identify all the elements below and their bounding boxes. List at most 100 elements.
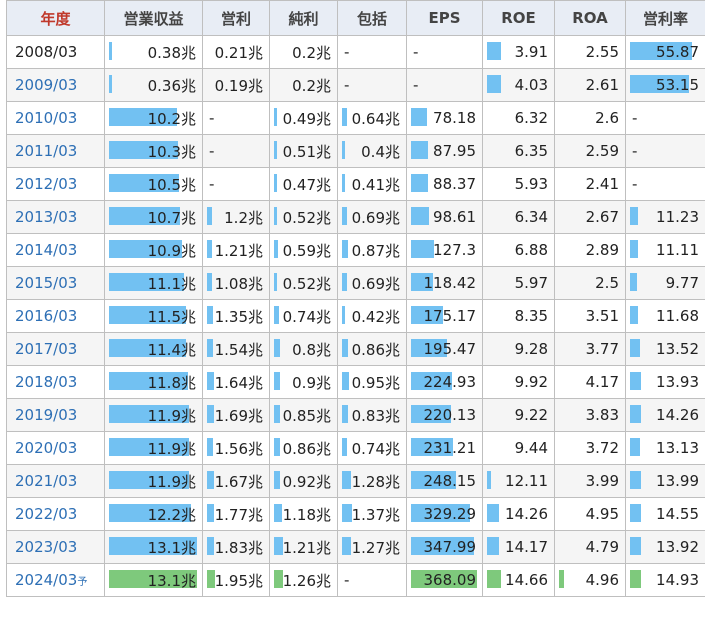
year-cell[interactable]: 2011/03 xyxy=(6,134,105,168)
value-bar xyxy=(630,339,640,357)
cell-op-margin: 11.68 xyxy=(625,299,705,333)
value-bar xyxy=(630,306,638,324)
value-bar xyxy=(487,75,501,93)
value-bar xyxy=(109,108,177,126)
table-row: 2013/03 10.7兆 1.2兆 0.52兆 0.69兆 98.61 6.34 2.67 1… xyxy=(6,200,705,234)
year-cell[interactable]: 2022/03 xyxy=(6,497,105,531)
value-bar xyxy=(411,372,452,390)
cell-comprehensive: - xyxy=(337,35,407,69)
cell-comprehensive: 0.74兆 xyxy=(337,431,407,465)
cell-eps: 195.47 xyxy=(406,332,483,366)
year-cell[interactable]: 2009/03 xyxy=(6,68,105,102)
year-link[interactable]: 2009/03 xyxy=(15,76,78,94)
year-cell[interactable]: 2019/03 xyxy=(6,398,105,432)
value-bar xyxy=(109,174,179,192)
cell-roe: 6.32 xyxy=(482,101,555,135)
cell-op-profit: 0.19兆 xyxy=(202,68,270,102)
cell-revenue: 10.7兆 xyxy=(104,200,203,234)
year-cell[interactable]: 2010/03 xyxy=(6,101,105,135)
cell-eps: 88.37 xyxy=(406,167,483,201)
cell-comprehensive: 0.95兆 xyxy=(337,365,407,399)
year-cell[interactable]: 2018/03 xyxy=(6,365,105,399)
year-link[interactable]: 2024/03 xyxy=(15,571,78,589)
cell-op-margin: 14.55 xyxy=(625,497,705,531)
cell-op-margin: 55.87 xyxy=(625,35,705,69)
cell-comprehensive: 0.86兆 xyxy=(337,332,407,366)
cell-op-profit: 1.54兆 xyxy=(202,332,270,366)
year-link[interactable]: 2021/03 xyxy=(15,472,78,490)
year-cell: 2008/03 xyxy=(6,35,105,69)
cell-op-margin: - xyxy=(625,101,705,135)
cell-roe: 14.17 xyxy=(482,530,555,564)
cell-comprehensive: 0.69兆 xyxy=(337,266,407,300)
value-bar xyxy=(411,273,433,291)
value-bar xyxy=(109,405,189,423)
cell-net-profit: 0.49兆 xyxy=(269,101,338,135)
value-bar xyxy=(630,537,641,555)
year-cell[interactable]: 2016/03 xyxy=(6,299,105,333)
year-link[interactable]: 2015/03 xyxy=(15,274,78,292)
year-link[interactable]: 2014/03 xyxy=(15,241,78,259)
year-link[interactable]: 2017/03 xyxy=(15,340,78,358)
cell-net-profit: 1.21兆 xyxy=(269,530,338,564)
cell-roe: 4.03 xyxy=(482,68,555,102)
year-cell[interactable]: 2024/03予 xyxy=(6,563,105,597)
table-row: 2016/03 11.5兆 1.35兆 0.74兆 0.42兆 175.17 8.35 3.5… xyxy=(6,299,705,333)
value-bar xyxy=(411,339,447,357)
cell-roe: 8.35 xyxy=(482,299,555,333)
value-bar xyxy=(411,240,434,258)
year-cell[interactable]: 2023/03 xyxy=(6,530,105,564)
header-op-profit: 営利 xyxy=(202,0,270,36)
cell-op-margin: 14.26 xyxy=(625,398,705,432)
value-bar xyxy=(411,306,443,324)
table-row: 2020/03 11.9兆 1.56兆 0.86兆 0.74兆 231.21 9.44 3.7… xyxy=(6,431,705,465)
value-bar xyxy=(487,471,491,489)
cell-net-profit: 0.85兆 xyxy=(269,398,338,432)
cell-revenue: 13.1兆 xyxy=(104,530,203,564)
year-cell[interactable]: 2014/03 xyxy=(6,233,105,267)
value-bar xyxy=(207,273,212,291)
year-cell[interactable]: 2020/03 xyxy=(6,431,105,465)
cell-eps: 368.09 xyxy=(406,563,483,597)
cell-roe: 9.44 xyxy=(482,431,555,465)
value-bar xyxy=(411,108,427,126)
value-bar xyxy=(109,42,112,60)
cell-op-margin: 13.13 xyxy=(625,431,705,465)
year-link[interactable]: 2023/03 xyxy=(15,538,78,556)
cell-revenue: 13.1兆 xyxy=(104,563,203,597)
year-link[interactable]: 2018/03 xyxy=(15,373,78,391)
year-link[interactable]: 2013/03 xyxy=(15,208,78,226)
value-bar xyxy=(109,570,197,588)
year-link[interactable]: 2010/03 xyxy=(15,109,78,127)
cell-eps: 248.15 xyxy=(406,464,483,498)
year-link[interactable]: 2020/03 xyxy=(15,439,78,457)
year-cell[interactable]: 2021/03 xyxy=(6,464,105,498)
year-link[interactable]: 2016/03 xyxy=(15,307,78,325)
value-bar xyxy=(630,273,637,291)
year-link[interactable]: 2022/03 xyxy=(15,505,78,523)
cell-eps: 220.13 xyxy=(406,398,483,432)
value-bar xyxy=(274,339,280,357)
year-cell[interactable]: 2012/03 xyxy=(6,167,105,201)
value-bar xyxy=(109,438,189,456)
value-bar xyxy=(109,75,112,93)
table-row: 2022/03 12.2兆 1.77兆 1.18兆 1.37兆 329.29 14.26 4.… xyxy=(6,497,705,531)
value-bar xyxy=(630,372,641,390)
value-bar xyxy=(630,42,692,60)
table-row: 2021/03 11.9兆 1.67兆 0.92兆 1.28兆 248.15 12.11 3.… xyxy=(6,464,705,498)
value-bar xyxy=(109,537,197,555)
year-link[interactable]: 2019/03 xyxy=(15,406,78,424)
value-bar xyxy=(411,537,474,555)
year-cell[interactable]: 2015/03 xyxy=(6,266,105,300)
cell-net-profit: 0.86兆 xyxy=(269,431,338,465)
value-bar xyxy=(274,570,283,588)
cell-op-margin: - xyxy=(625,134,705,168)
header-roa: ROA xyxy=(554,0,626,36)
cell-roe: 5.93 xyxy=(482,167,555,201)
year-cell[interactable]: 2013/03 xyxy=(6,200,105,234)
year-link[interactable]: 2011/03 xyxy=(15,142,78,160)
cell-roa: 2.67 xyxy=(554,200,626,234)
value-bar xyxy=(207,306,213,324)
year-link[interactable]: 2012/03 xyxy=(15,175,78,193)
year-cell[interactable]: 2017/03 xyxy=(6,332,105,366)
